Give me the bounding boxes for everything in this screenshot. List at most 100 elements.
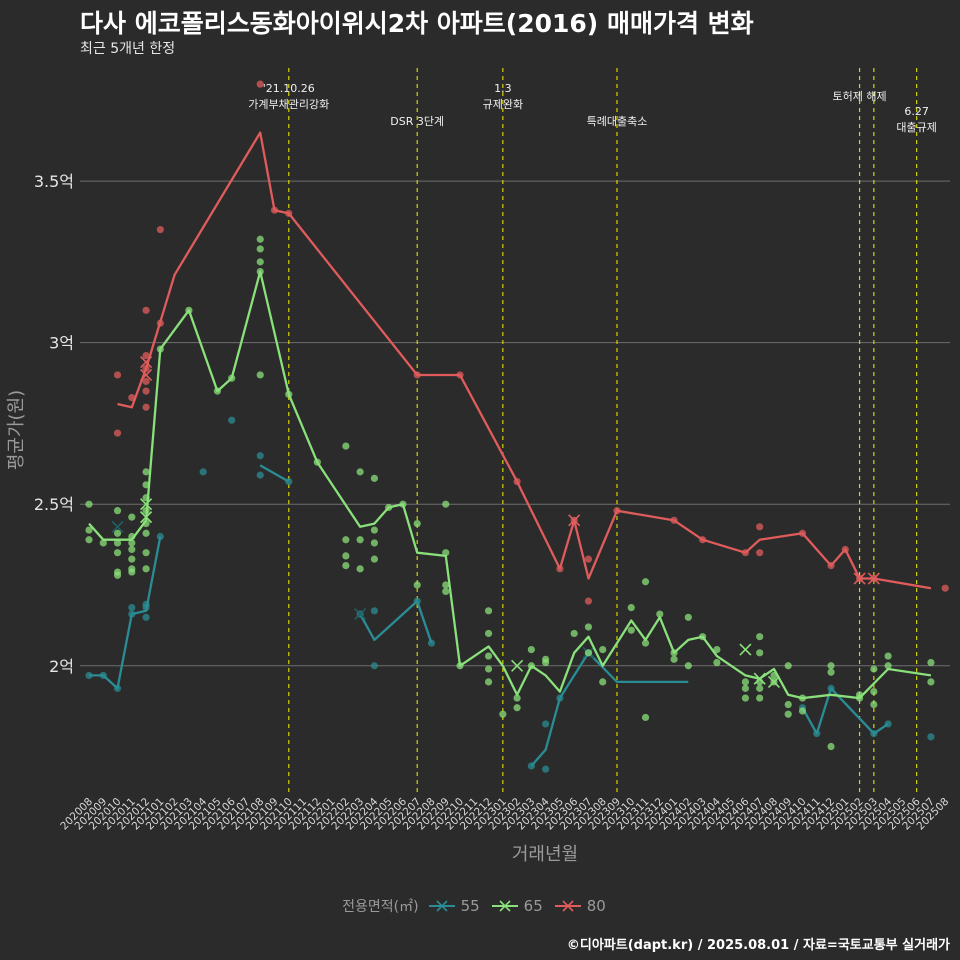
data-point-65 — [142, 549, 150, 557]
data-point-65 — [356, 468, 364, 476]
data-point-65 — [756, 694, 764, 702]
data-point-55 — [128, 603, 136, 612]
series-line-55 — [530, 651, 689, 767]
data-point-65 — [442, 549, 450, 557]
data-point-65 — [113, 549, 122, 557]
data-point-65 — [499, 710, 507, 718]
data-point-65 — [113, 507, 122, 515]
data-point-65 — [641, 639, 650, 647]
data-point-80 — [941, 584, 949, 592]
data-point-65 — [713, 646, 721, 654]
series-line-80 — [117, 131, 932, 590]
data-point-65 — [927, 658, 935, 667]
cross-marker-80 — [853, 572, 866, 585]
data-point-80 — [113, 429, 122, 437]
event-label: 가계부채관리강화 — [248, 98, 329, 111]
data-point-65 — [584, 649, 593, 657]
data-point-80 — [256, 80, 264, 88]
data-point-65 — [513, 704, 521, 712]
event-label: 특례대출축소 — [587, 115, 648, 128]
event-label: 1.3 — [494, 82, 512, 95]
data-point-65 — [128, 539, 136, 547]
legend-item-65: 65 — [491, 897, 543, 915]
data-point-65 — [413, 581, 421, 589]
data-point-65 — [527, 646, 535, 654]
series-line-55 — [801, 687, 889, 735]
data-point-65 — [85, 500, 93, 508]
y-tick-label: 3억 — [49, 334, 74, 353]
data-point-65 — [113, 571, 122, 579]
cross-marker-80 — [140, 368, 153, 382]
data-point-65 — [256, 371, 264, 379]
event-label: '21.10.26 — [263, 82, 315, 95]
data-point-80 — [156, 225, 164, 234]
data-point-65 — [870, 700, 878, 709]
data-point-55 — [370, 607, 378, 615]
legend-swatch-80 — [554, 900, 581, 912]
data-point-65 — [927, 678, 935, 686]
data-point-65 — [870, 665, 878, 673]
data-point-65 — [85, 526, 93, 534]
cross-marker-65 — [140, 511, 153, 524]
data-point-65 — [142, 529, 150, 537]
y-tick-label: 2억 — [49, 657, 74, 676]
data-point-80 — [142, 403, 150, 411]
data-point-65 — [641, 578, 650, 586]
data-point-65 — [256, 258, 264, 266]
legend-item-55: 55 — [428, 897, 480, 915]
cross-marker-55 — [354, 607, 367, 621]
data-point-65 — [884, 662, 892, 670]
data-point-55 — [142, 613, 150, 621]
data-point-65 — [513, 694, 521, 702]
data-point-65 — [756, 633, 764, 641]
data-point-65 — [342, 552, 350, 560]
data-point-80 — [584, 597, 593, 605]
data-point-65 — [627, 603, 635, 612]
cross-marker-65 — [753, 672, 766, 685]
data-point-65 — [884, 652, 892, 660]
cross-marker-65 — [140, 498, 153, 511]
data-point-80 — [142, 351, 150, 360]
data-point-65 — [356, 565, 364, 573]
data-point-65 — [784, 662, 792, 670]
data-point-65 — [656, 610, 664, 618]
data-point-65 — [827, 668, 835, 676]
series-line-55 — [359, 599, 433, 644]
data-point-65 — [113, 529, 122, 537]
data-point-65 — [741, 678, 750, 686]
data-point-55 — [256, 471, 264, 479]
data-point-65 — [542, 658, 550, 667]
data-point-65 — [870, 688, 878, 696]
data-point-65 — [256, 245, 264, 253]
data-point-65 — [113, 539, 122, 547]
data-point-65 — [741, 694, 750, 702]
data-point-65 — [756, 649, 764, 657]
data-point-65 — [484, 678, 493, 686]
event-label: 토허제 해제 — [833, 89, 887, 103]
data-point-55 — [427, 639, 436, 647]
data-point-65 — [356, 536, 364, 544]
data-point-55 — [927, 733, 935, 741]
cross-marker-55 — [111, 520, 124, 533]
cross-marker-80 — [568, 514, 581, 527]
legend-item-80: 80 — [554, 897, 606, 915]
data-point-80 — [756, 549, 764, 557]
data-point-55 — [228, 416, 236, 424]
data-point-65 — [570, 629, 578, 638]
data-point-65 — [128, 568, 136, 576]
legend-swatch-65 — [491, 900, 518, 912]
data-point-80 — [113, 371, 122, 379]
data-point-65 — [684, 613, 692, 621]
data-point-65 — [128, 513, 136, 521]
data-point-65 — [484, 629, 493, 638]
data-point-55 — [542, 765, 550, 773]
data-point-65 — [798, 707, 807, 715]
data-point-65 — [584, 623, 593, 631]
data-point-65 — [128, 545, 136, 554]
cross-marker-80 — [140, 355, 153, 369]
data-point-65 — [370, 474, 378, 482]
data-point-65 — [256, 235, 264, 243]
data-point-65 — [370, 555, 378, 563]
data-point-80 — [142, 377, 150, 386]
data-point-65 — [342, 536, 350, 544]
